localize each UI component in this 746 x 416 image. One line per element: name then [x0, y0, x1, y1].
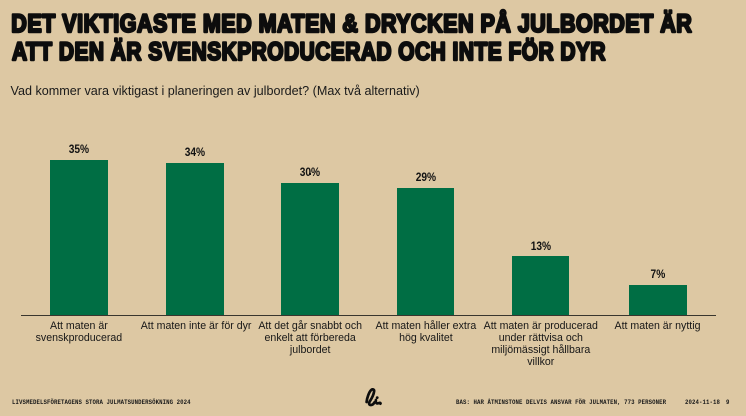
svg-text:DET VIKTIGASTE MED MATEN & DRY: DET VIKTIGASTE MED MATEN & DRYCKEN PÅ JU… [11, 9, 692, 38]
svg-text:ATT DEN ÄR SVENSKPRODUCERAD OC: ATT DEN ÄR SVENSKPRODUCERAD OCH INTE FÖR… [12, 37, 606, 66]
